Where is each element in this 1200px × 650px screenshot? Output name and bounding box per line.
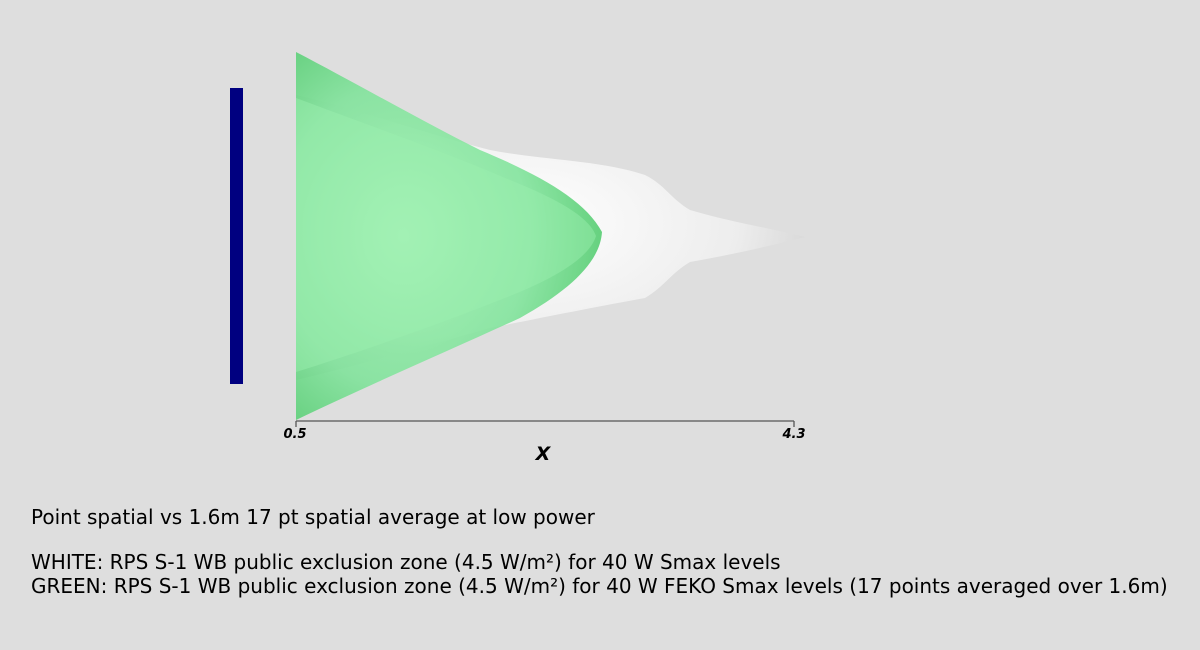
x-axis-title: X [535,443,551,465]
green-zone-core [296,98,596,372]
green-exclusion-zone [296,52,602,420]
x-tick-label-max: 4.3 [782,427,806,442]
caption-title: Point spatial vs 1.6m 17 pt spatial aver… [31,505,595,529]
caption-white-legend: WHITE: RPS S-1 WB public exclusion zone … [31,550,781,574]
antenna-panel [230,88,243,384]
caption-green-legend: GREEN: RPS S-1 WB public exclusion zone … [31,574,1168,598]
x-tick-label-min: 0.5 [283,427,307,442]
